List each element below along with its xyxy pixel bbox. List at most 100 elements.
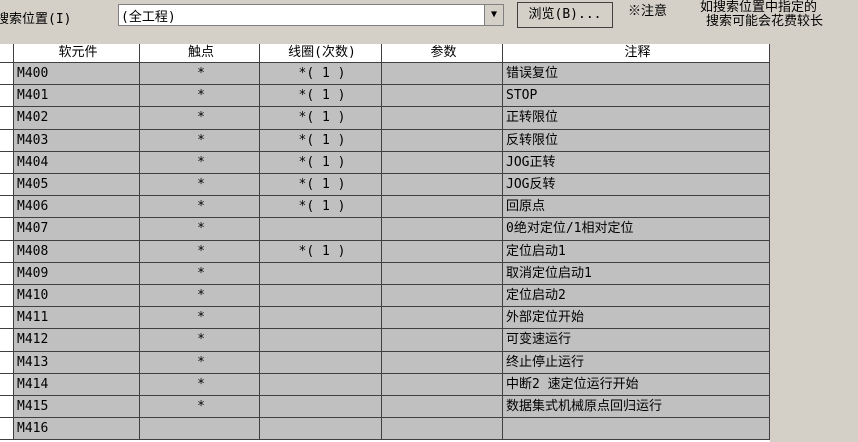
scope-combo[interactable]: (全工程) ▼ <box>118 4 504 26</box>
row-header[interactable] <box>0 174 14 197</box>
table-cell[interactable] <box>260 329 382 352</box>
table-cell[interactable]: M414 <box>14 373 140 396</box>
table-cell[interactable]: * <box>140 373 260 396</box>
table-cell[interactable]: M400 <box>14 63 140 86</box>
table-cell[interactable]: 定位启动1 <box>503 240 770 263</box>
table-cell[interactable]: *( 1 ) <box>260 174 382 197</box>
table-cell[interactable]: 数据集式机械原点回归运行 <box>503 396 770 419</box>
table-cell[interactable] <box>382 396 503 419</box>
table-cell[interactable]: M403 <box>14 129 140 152</box>
table-cell[interactable]: * <box>140 85 260 108</box>
table-cell[interactable]: * <box>140 396 260 419</box>
row-header[interactable] <box>0 63 14 86</box>
table-cell[interactable]: M411 <box>14 307 140 330</box>
table-cell[interactable] <box>382 63 503 86</box>
table-cell[interactable]: * <box>140 307 260 330</box>
table-cell[interactable]: M413 <box>14 351 140 374</box>
row-header[interactable] <box>0 151 14 174</box>
table-cell[interactable] <box>260 396 382 419</box>
table-cell[interactable] <box>382 373 503 396</box>
table-cell[interactable] <box>382 174 503 197</box>
table-cell[interactable]: *( 1 ) <box>260 196 382 219</box>
table-cell[interactable] <box>382 218 503 241</box>
table-cell[interactable]: M408 <box>14 240 140 263</box>
table-cell[interactable]: STOP <box>503 85 770 108</box>
row-header[interactable] <box>0 329 14 352</box>
table-cell[interactable]: * <box>140 262 260 285</box>
table-cell[interactable]: M410 <box>14 285 140 308</box>
table-cell[interactable]: M401 <box>14 85 140 108</box>
column-header[interactable]: 线圈(次数) <box>260 44 382 63</box>
row-header[interactable] <box>0 351 14 374</box>
row-header[interactable] <box>0 307 14 330</box>
table-cell[interactable]: 反转限位 <box>503 129 770 152</box>
table-cell[interactable]: *( 1 ) <box>260 107 382 130</box>
table-cell[interactable]: * <box>140 107 260 130</box>
column-header[interactable]: 触点 <box>140 44 260 63</box>
row-header[interactable] <box>0 240 14 263</box>
table-cell[interactable] <box>382 418 503 441</box>
table-cell[interactable] <box>382 240 503 263</box>
row-header[interactable] <box>0 129 14 152</box>
table-cell[interactable]: * <box>140 351 260 374</box>
table-cell[interactable]: M407 <box>14 218 140 241</box>
table-cell[interactable]: *( 1 ) <box>260 151 382 174</box>
table-cell[interactable] <box>382 285 503 308</box>
column-header[interactable]: 软元件 <box>14 44 140 63</box>
row-header[interactable] <box>0 196 14 219</box>
table-cell[interactable]: 正转限位 <box>503 107 770 130</box>
row-header[interactable] <box>0 218 14 241</box>
table-cell[interactable]: * <box>140 196 260 219</box>
table-cell[interactable]: M415 <box>14 396 140 419</box>
table-cell[interactable] <box>382 151 503 174</box>
table-cell[interactable]: 外部定位开始 <box>503 307 770 330</box>
table-cell[interactable]: M406 <box>14 196 140 219</box>
table-cell[interactable]: * <box>140 285 260 308</box>
table-cell[interactable]: M409 <box>14 262 140 285</box>
combo-arrow[interactable]: ▼ <box>484 5 503 25</box>
table-cell[interactable] <box>382 307 503 330</box>
table-cell[interactable] <box>140 418 260 441</box>
table-cell[interactable]: 中断2 速定位运行开始 <box>503 373 770 396</box>
table-cell[interactable] <box>382 196 503 219</box>
table-cell[interactable]: 可变速运行 <box>503 329 770 352</box>
table-cell[interactable] <box>260 218 382 241</box>
table-cell[interactable]: * <box>140 63 260 86</box>
browse-button[interactable]: 浏览(B)... <box>517 2 613 28</box>
column-header[interactable]: 参数 <box>382 44 503 63</box>
table-cell[interactable]: * <box>140 218 260 241</box>
column-header[interactable]: 注释 <box>503 44 770 63</box>
table-cell[interactable]: * <box>140 174 260 197</box>
table-cell[interactable] <box>382 262 503 285</box>
table-cell[interactable] <box>382 107 503 130</box>
table-cell[interactable]: M412 <box>14 329 140 352</box>
table-cell[interactable]: * <box>140 329 260 352</box>
table-cell[interactable]: M404 <box>14 151 140 174</box>
table-cell[interactable]: JOG正转 <box>503 151 770 174</box>
table-cell[interactable]: 错误复位 <box>503 63 770 86</box>
table-cell[interactable]: M416 <box>14 418 140 441</box>
table-cell[interactable]: *( 1 ) <box>260 129 382 152</box>
table-cell[interactable] <box>260 351 382 374</box>
table-cell[interactable]: 取消定位启动1 <box>503 262 770 285</box>
table-cell[interactable] <box>503 418 770 441</box>
table-cell[interactable]: 定位启动2 <box>503 285 770 308</box>
table-cell[interactable]: 回原点 <box>503 196 770 219</box>
table-cell[interactable] <box>382 351 503 374</box>
table-cell[interactable] <box>260 285 382 308</box>
table-cell[interactable] <box>382 329 503 352</box>
table-cell[interactable] <box>382 85 503 108</box>
table-cell[interactable]: *( 1 ) <box>260 85 382 108</box>
table-cell[interactable]: JOG反转 <box>503 174 770 197</box>
table-cell[interactable]: 终止停止运行 <box>503 351 770 374</box>
table-cell[interactable] <box>260 373 382 396</box>
row-header[interactable] <box>0 373 14 396</box>
table-cell[interactable] <box>382 129 503 152</box>
table-cell[interactable]: *( 1 ) <box>260 63 382 86</box>
row-header[interactable] <box>0 85 14 108</box>
table-cell[interactable]: M402 <box>14 107 140 130</box>
table-cell[interactable]: M405 <box>14 174 140 197</box>
table-cell[interactable]: * <box>140 240 260 263</box>
table-cell[interactable]: 0绝对定位/1相对定位 <box>503 218 770 241</box>
row-header[interactable] <box>0 418 14 441</box>
